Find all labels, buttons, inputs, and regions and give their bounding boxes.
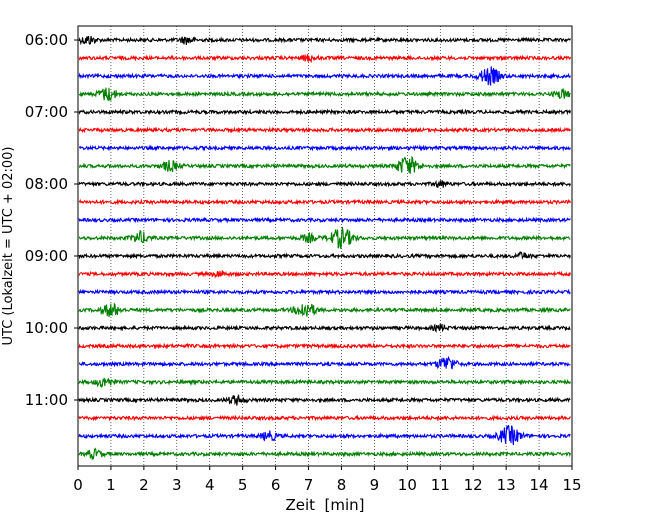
x-tick-label: 1 bbox=[106, 476, 116, 494]
trace-0845 bbox=[78, 226, 571, 249]
trace-1100 bbox=[78, 394, 571, 406]
x-tick-label: 12 bbox=[464, 476, 483, 494]
trace-0745 bbox=[78, 155, 571, 174]
trace-1115 bbox=[78, 414, 571, 422]
trace-1000 bbox=[78, 323, 571, 333]
x-tick-label: 2 bbox=[139, 476, 149, 494]
trace-0830 bbox=[78, 216, 571, 224]
trace-0800 bbox=[78, 179, 571, 188]
trace-1030 bbox=[78, 355, 571, 370]
trace-1145 bbox=[78, 447, 571, 461]
y-tick-label: 07:00 bbox=[25, 103, 68, 121]
x-tick-label: 3 bbox=[172, 476, 182, 494]
x-tick-label: 8 bbox=[337, 476, 347, 494]
trace-0615 bbox=[78, 54, 571, 64]
y-axis-ticks: 06:00 07:00 08:00 09:00 10:00 11:00 bbox=[25, 31, 78, 409]
x-tick-label: 15 bbox=[562, 476, 581, 494]
y-tick-label: 09:00 bbox=[25, 247, 68, 265]
trace-group bbox=[78, 35, 571, 461]
trace-0715 bbox=[78, 126, 571, 134]
x-tick-label: 7 bbox=[304, 476, 314, 494]
x-tick-label: 4 bbox=[205, 476, 215, 494]
x-tick-label: 0 bbox=[73, 476, 83, 494]
trace-1015 bbox=[78, 342, 571, 350]
x-tick-label: 13 bbox=[497, 476, 516, 494]
y-axis-label: UTC (Lokalzeit = UTC + 02:00) bbox=[1, 147, 16, 346]
trace-0930 bbox=[78, 288, 571, 296]
y-tick-label: 08:00 bbox=[25, 175, 68, 193]
x-tick-label: 5 bbox=[238, 476, 248, 494]
trace-0600 bbox=[78, 35, 571, 46]
x-tick-label: 14 bbox=[530, 476, 549, 494]
trace-0945 bbox=[78, 302, 571, 318]
x-axis-ticks: 0 1 2 3 4 5 6 7 8 9 10 11 12 13 14 15 bbox=[73, 466, 582, 494]
x-tick-label: 6 bbox=[271, 476, 281, 494]
y-tick-label: 11:00 bbox=[25, 391, 68, 409]
trace-1045 bbox=[78, 377, 571, 389]
x-tick-label: 9 bbox=[370, 476, 380, 494]
y-tick-label: 10:00 bbox=[25, 319, 68, 337]
trace-0915 bbox=[78, 270, 571, 279]
x-tick-label: 11 bbox=[431, 476, 450, 494]
trace-0700 bbox=[78, 108, 571, 116]
vertical-grid-lines bbox=[110, 26, 540, 466]
trace-0900 bbox=[78, 251, 571, 260]
trace-1130 bbox=[78, 424, 571, 446]
trace-0815 bbox=[78, 198, 571, 206]
y-tick-label: 06:00 bbox=[25, 31, 68, 49]
trace-0730 bbox=[78, 144, 571, 152]
trace-0630 bbox=[78, 66, 571, 86]
x-axis-label: Zeit [min] bbox=[285, 496, 364, 514]
trace-0645 bbox=[78, 87, 571, 102]
x-tick-label: 10 bbox=[398, 476, 417, 494]
plot-frame bbox=[77, 25, 573, 467]
